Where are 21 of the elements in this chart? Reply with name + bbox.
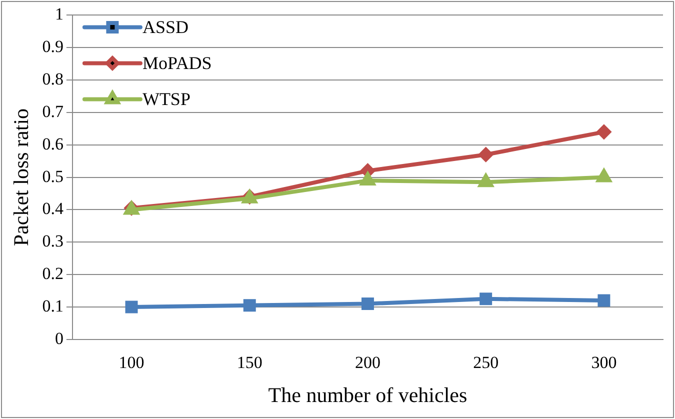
y-tick-label: 0: [54, 328, 64, 348]
x-axis-title: The number of vehicles: [268, 382, 468, 407]
y-axis-title: Packet loss ratio: [9, 108, 34, 246]
y-tick-label: 0.2: [42, 264, 64, 284]
x-tick-label: 100: [118, 353, 144, 372]
y-tick-label: 1: [54, 4, 64, 24]
y-tick-label: 0.4: [42, 199, 64, 218]
x-tick-label: 200: [354, 353, 380, 372]
y-tick-label: 0.1: [42, 296, 64, 316]
y-tick-label: 0.5: [42, 166, 64, 186]
x-tick-label: 300: [591, 353, 617, 372]
y-tick-label: 0.7: [42, 102, 64, 121]
x-tick-label: 250: [473, 353, 499, 372]
y-tick-label: 0.8: [42, 70, 64, 89]
legend-label: WTSP: [142, 88, 190, 109]
y-tick-label: 0.3: [42, 232, 64, 251]
legend-label: ASSD: [142, 16, 188, 37]
y-tick-label: 0.6: [42, 134, 64, 154]
x-tick-label: 150: [236, 353, 262, 372]
legend-label: MoPADS: [142, 52, 212, 73]
y-tick-label: 0.9: [42, 37, 64, 56]
